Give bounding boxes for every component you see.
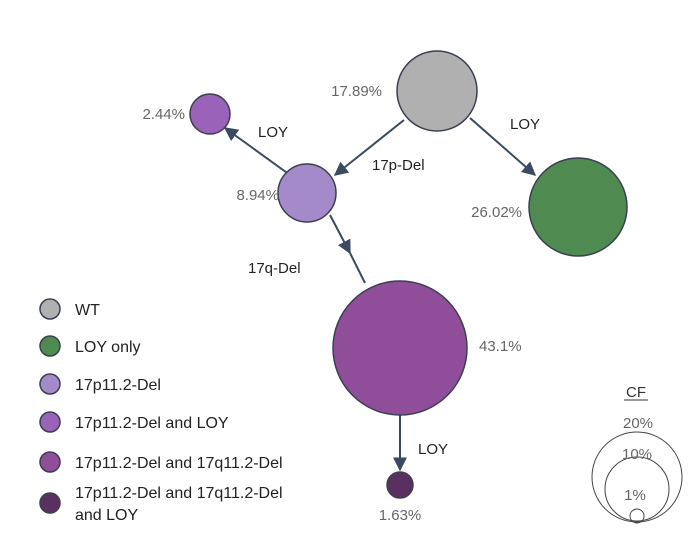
edge-wt-to-loy-only: [469, 117, 537, 176]
legend-swatch-17p-17q-del-loy: [39, 492, 61, 514]
node-17p-17q-del: [332, 280, 468, 416]
cf-size-scale: CF 20% 10% 1%: [591, 384, 683, 524]
edge-17q-to-17q-loy: [349, 252, 366, 284]
pct-17p-17q-del: 43.1%: [479, 338, 522, 355]
legend-label-loy-only: LOY only: [75, 339, 141, 356]
legend-swatch-17p-17q-del: [39, 451, 61, 473]
cf-circle-10: [604, 456, 670, 522]
legend: WT LOY only 17p11.2-Del 17p11.2-Del and …: [39, 298, 283, 524]
pct-wt: 17.89%: [331, 83, 382, 100]
edge-label-17p-loy: LOY: [258, 124, 288, 141]
cf-label-20: 20%: [623, 415, 653, 432]
legend-label-wt: WT: [75, 302, 100, 319]
edge-wt-to-17p-del: [333, 119, 405, 176]
pct-17p-17q-del-loy: 1.63%: [379, 507, 422, 524]
edge-17p-to-17p-loy: [223, 127, 291, 176]
cf-scale-title: CF: [626, 384, 646, 401]
legend-label-17p-17q-del-loy-line1: 17p11.2-Del and 17q11.2-Del: [75, 485, 283, 502]
node-17p-del-loy: [189, 93, 231, 135]
legend-swatch-17p-del-loy: [39, 411, 61, 433]
node-loy-only: [528, 157, 628, 257]
cf-label-1: 1%: [624, 487, 646, 504]
legend-label-17p-del: 17p11.2-Del: [75, 377, 161, 394]
pct-17p-del-loy: 2.44%: [142, 106, 185, 123]
edge-17p-to-17q-del: [329, 214, 351, 255]
node-17p-17q-del-loy: [386, 471, 414, 499]
pct-loy-only: 26.02%: [471, 204, 522, 221]
pct-17p-del: 8.94%: [236, 187, 279, 204]
legend-swatch-loy-only: [39, 335, 61, 357]
cf-circle-1: [629, 508, 645, 524]
cf-label-10: 10%: [622, 446, 652, 463]
cf-circle-20: [591, 431, 683, 523]
edge-label-17p-17q: 17q-Del: [248, 260, 301, 277]
node-wt: [396, 50, 478, 132]
legend-swatch-17p-del: [39, 373, 61, 395]
edge-label-wt-17p: 17p-Del: [372, 157, 425, 174]
legend-swatch-wt: [39, 298, 61, 320]
legend-label-17p-del-loy: 17p11.2-Del and LOY: [75, 415, 229, 432]
edge-label-17q-loy: LOY: [418, 441, 448, 458]
node-17p-del: [277, 163, 337, 223]
edge-label-wt-loy: LOY: [510, 116, 540, 133]
legend-label-17p-17q-del-loy-line2: and LOY: [75, 507, 138, 524]
legend-label-17p-17q-del: 17p11.2-Del and 17q11.2-Del: [75, 455, 283, 472]
